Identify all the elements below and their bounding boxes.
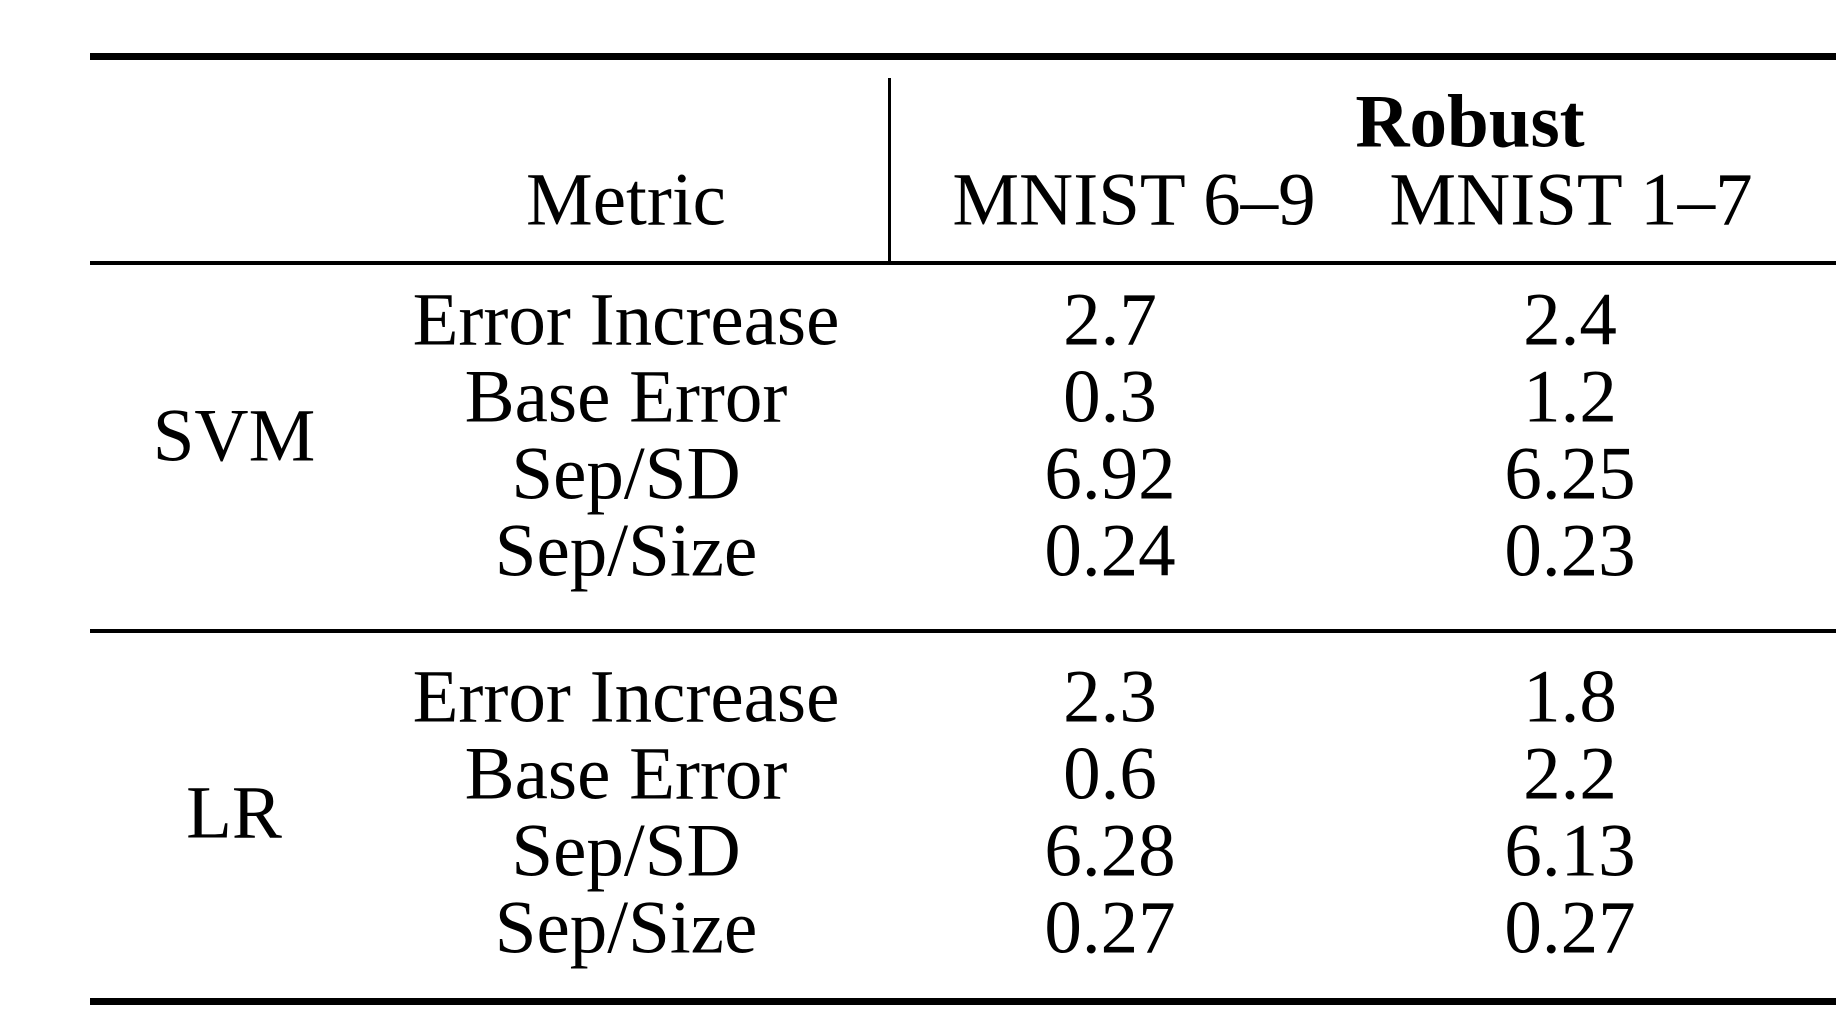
- value-cell: 6.25: [1504, 432, 1636, 516]
- metric-label: Sep/Size: [494, 509, 758, 593]
- column-header-metric: Metric: [526, 158, 726, 242]
- value-cell: 0.27: [1504, 886, 1636, 970]
- row-group-label-lr: LR: [186, 771, 282, 855]
- metric-label: Base Error: [464, 732, 788, 816]
- metric-label: Error Increase: [412, 278, 840, 362]
- value-cell: 1.2: [1523, 355, 1617, 439]
- value-cell: 6.13: [1504, 809, 1636, 893]
- row-group-label-svm: SVM: [152, 394, 316, 478]
- value-cell: 2.3: [1063, 655, 1157, 739]
- column-header-mnist-6-9: MNIST 6–9: [952, 158, 1316, 242]
- header-vertical-divider: [888, 78, 891, 261]
- header-separator-rule: [90, 261, 1836, 265]
- value-cell: 2.7: [1063, 278, 1157, 362]
- value-cell: 6.92: [1044, 432, 1176, 516]
- metric-label: Base Error: [464, 355, 788, 439]
- value-cell: 0.27: [1044, 886, 1176, 970]
- column-header-mnist-1-7: MNIST 1–7: [1389, 158, 1753, 242]
- value-cell: 0.24: [1044, 509, 1176, 593]
- value-cell: 0.3: [1063, 355, 1157, 439]
- value-cell: 0.23: [1504, 509, 1636, 593]
- table-top-rule: [90, 53, 1836, 60]
- value-cell: 0.6: [1063, 732, 1157, 816]
- metric-label: Error Increase: [412, 655, 840, 739]
- column-header-robust: Robust: [1355, 80, 1585, 164]
- table-bottom-rule: [90, 998, 1836, 1005]
- group-separator-rule: [90, 629, 1836, 633]
- value-cell: 1.8: [1523, 655, 1617, 739]
- metric-label: Sep/SD: [511, 432, 741, 516]
- value-cell: 2.2: [1523, 732, 1617, 816]
- value-cell: 6.28: [1044, 809, 1176, 893]
- metric-label: Sep/Size: [494, 886, 758, 970]
- value-cell: 2.4: [1523, 278, 1617, 362]
- metric-label: Sep/SD: [511, 809, 741, 893]
